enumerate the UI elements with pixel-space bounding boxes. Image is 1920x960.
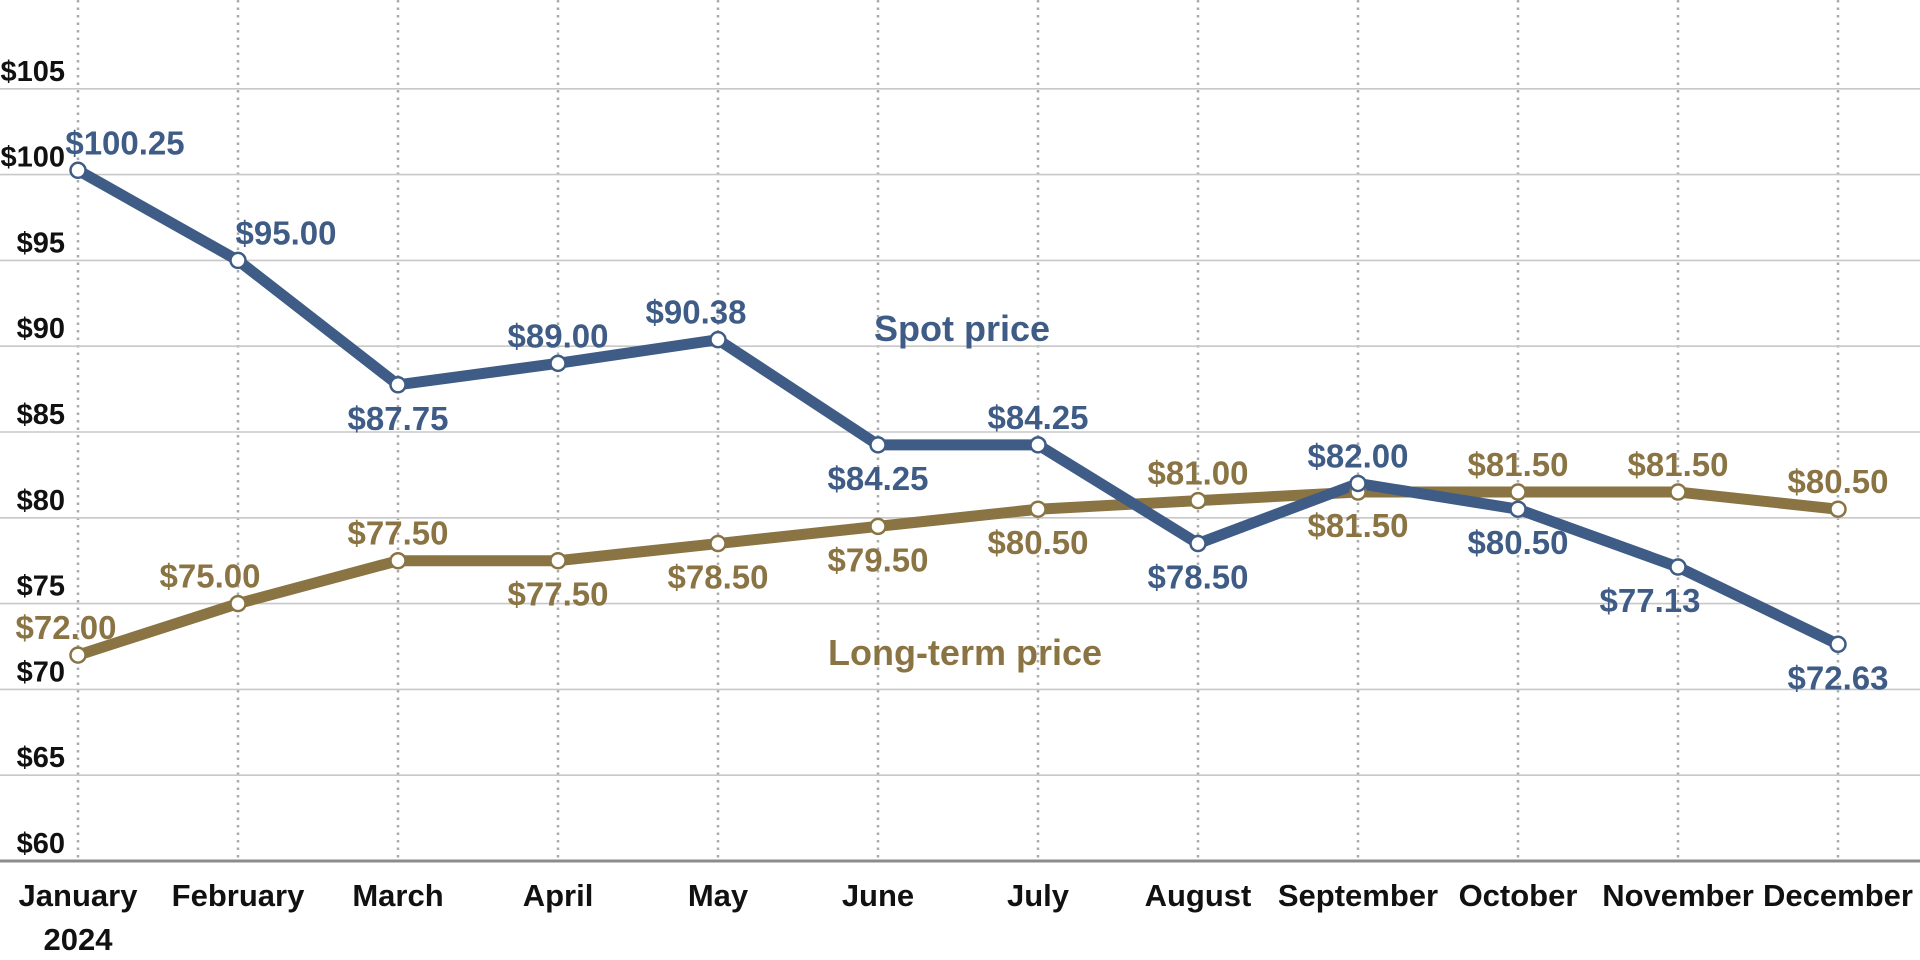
data-point-label: $81.00 [1148, 455, 1249, 492]
data-point-marker [549, 354, 567, 373]
series-annotation-spot-price: Spot price [874, 308, 1050, 349]
x-axis-month-label: May [688, 878, 749, 913]
data-point-marker [1029, 436, 1047, 454]
x-axis-month-label: July [1007, 878, 1070, 913]
data-point-label: $100.25 [65, 124, 184, 161]
data-point-label: $80.50 [1468, 524, 1569, 561]
series-annotation-long-term-price: Long-term price [828, 632, 1102, 673]
data-point-marker [229, 251, 247, 270]
y-axis-tick-label: $60 [17, 828, 65, 860]
data-point-label: $72.63 [1788, 659, 1889, 696]
x-axis-year-label: 2024 [44, 922, 114, 957]
data-point-label: $95.00 [236, 214, 337, 251]
data-point-marker [69, 161, 87, 180]
data-point-label: $78.50 [668, 559, 769, 596]
data-point-label: $80.50 [1788, 463, 1889, 500]
x-axis-month-label: April [523, 878, 594, 913]
data-point-marker [1029, 500, 1047, 518]
data-point-label: $77.50 [348, 515, 449, 552]
data-point-label: $81.50 [1468, 446, 1569, 483]
data-point-marker [869, 436, 887, 454]
data-point-marker [389, 551, 407, 570]
data-point-marker [1829, 635, 1847, 654]
y-axis-tick-label: $80 [17, 485, 65, 517]
data-point-label: $84.25 [828, 460, 929, 497]
x-axis-month-label: November [1602, 878, 1754, 913]
data-point-label: $79.50 [828, 541, 929, 578]
data-point-marker [1189, 534, 1207, 553]
data-point-marker [549, 551, 567, 570]
data-point-label: $82.00 [1308, 437, 1409, 474]
data-point-marker [1669, 558, 1687, 576]
data-point-label: $90.38 [646, 294, 747, 331]
y-axis-tick-label: $105 [0, 56, 65, 88]
data-point-label: $87.75 [348, 400, 449, 437]
x-axis-month-label: August [1145, 878, 1252, 913]
data-point-marker [709, 534, 727, 553]
data-point-label: $80.50 [988, 524, 1089, 561]
data-point-marker [709, 330, 727, 349]
y-axis-tick-label: $85 [17, 399, 65, 431]
data-point-marker [1669, 483, 1687, 501]
data-point-marker [1189, 491, 1207, 510]
x-axis-month-label: December [1763, 878, 1913, 913]
x-axis-month-label: September [1278, 878, 1438, 913]
y-axis-tick-label: $100 [0, 142, 65, 174]
x-axis-month-label: March [352, 878, 443, 913]
data-point-marker [229, 594, 247, 613]
data-point-marker [389, 376, 407, 394]
data-point-label: $77.13 [1600, 582, 1701, 619]
data-point-marker [69, 646, 87, 664]
data-point-label: $72.00 [16, 609, 117, 646]
y-axis-tick-label: $70 [17, 656, 65, 688]
y-axis-tick-label: $95 [17, 227, 65, 259]
y-axis-tick-label: $90 [17, 313, 65, 345]
data-point-label: $81.50 [1308, 507, 1409, 544]
x-axis-month-label: October [1459, 878, 1578, 913]
y-axis-tick-label: $65 [17, 742, 65, 774]
series-line-long-term [72, 486, 1844, 661]
series-line-spot [72, 164, 1844, 650]
data-point-marker [1509, 500, 1527, 518]
data-point-label: $77.50 [508, 576, 609, 613]
x-axis-month-label: June [842, 878, 914, 913]
data-point-marker [869, 517, 887, 536]
data-point-marker [1349, 474, 1367, 493]
data-point-marker [1829, 500, 1847, 518]
x-axis-month-label: February [172, 878, 305, 913]
data-point-label: $81.50 [1628, 446, 1729, 483]
x-axis-month-label: January [19, 878, 139, 913]
data-point-label: $75.00 [160, 558, 261, 595]
data-point-label: $89.00 [508, 317, 609, 354]
data-point-label: $84.25 [988, 399, 1089, 436]
data-point-label: $78.50 [1148, 559, 1249, 596]
data-point-marker [1509, 483, 1527, 501]
y-axis-tick-label: $75 [17, 571, 65, 603]
